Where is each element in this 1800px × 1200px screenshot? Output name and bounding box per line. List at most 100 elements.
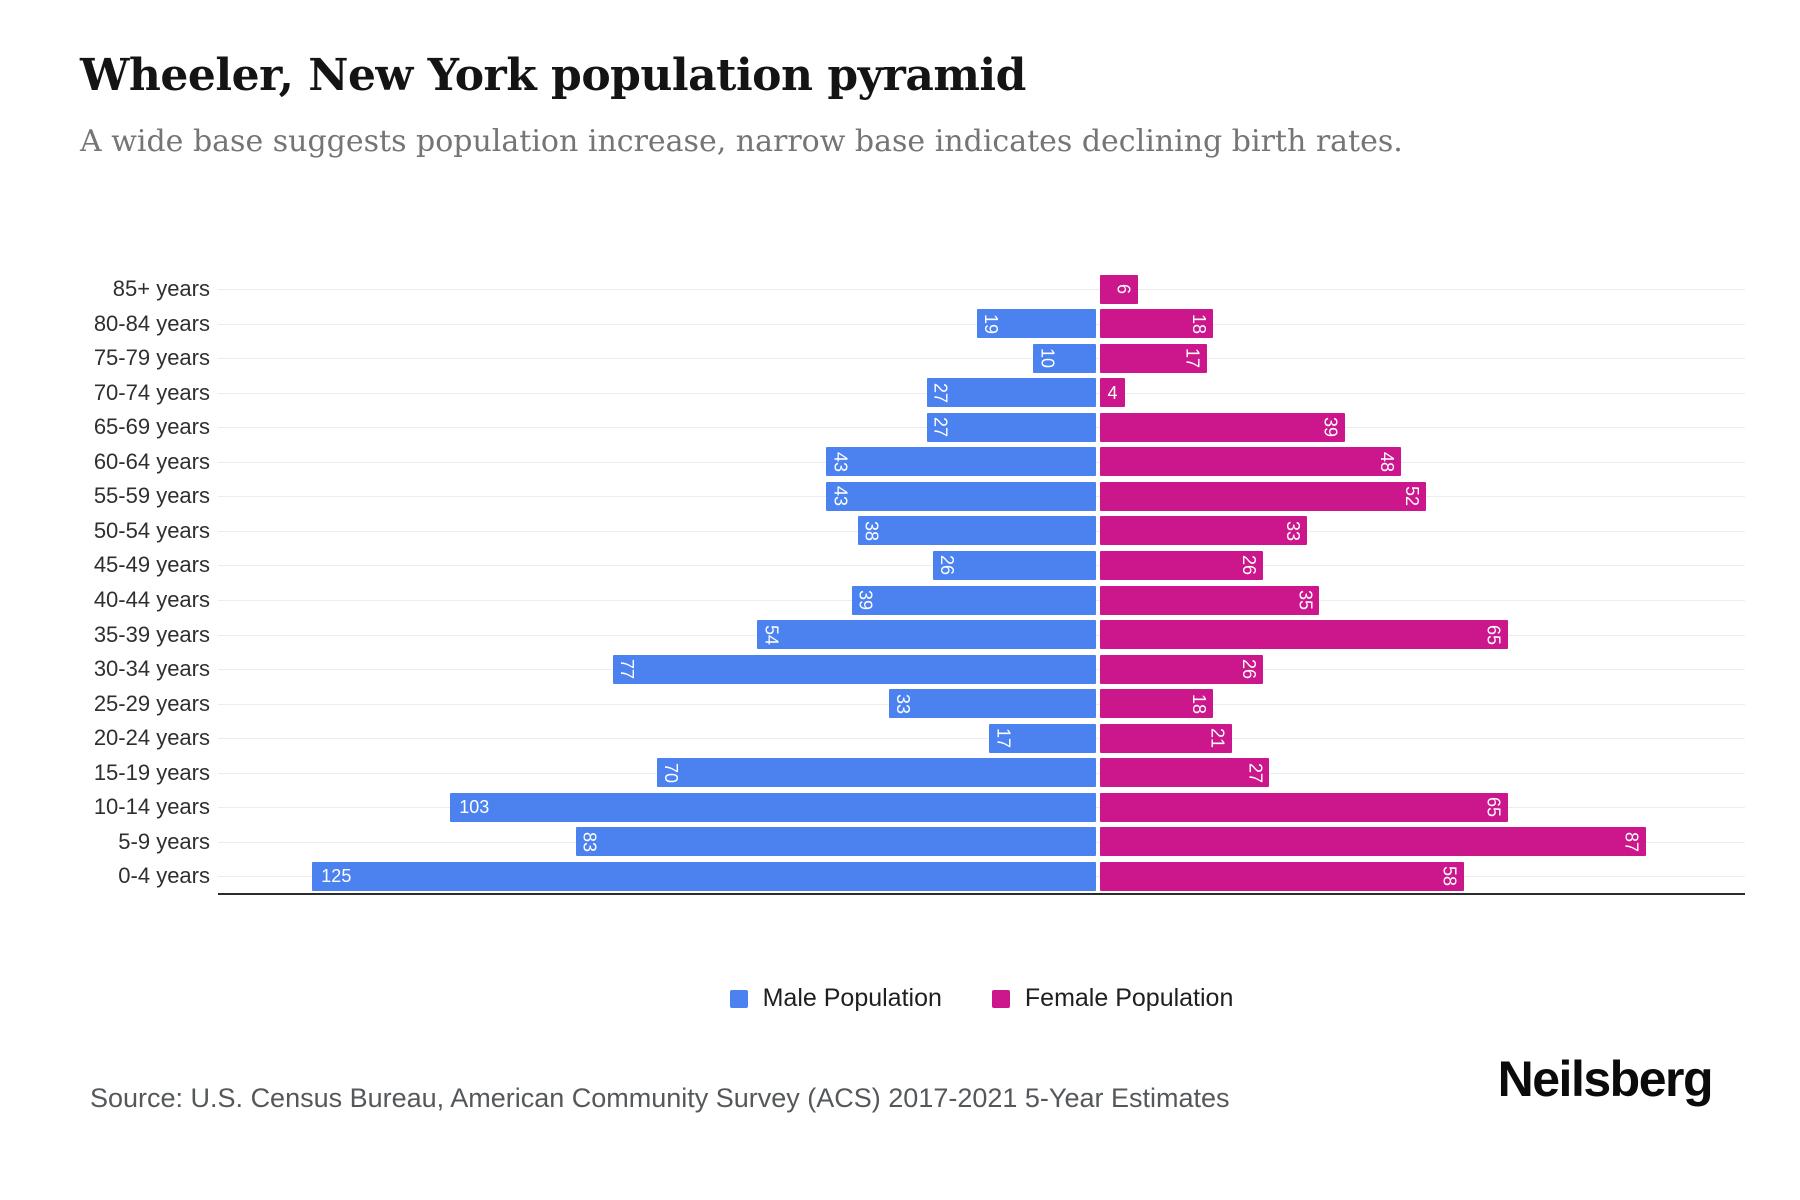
female-bar[interactable]: 18 (1100, 309, 1213, 339)
male-bar[interactable]: 43 (826, 447, 1096, 477)
y-axis-tick-label: 45-49 years (93, 552, 210, 578)
male-bar[interactable]: 83 (575, 827, 1096, 857)
male-bar[interactable]: 10 (1033, 343, 1096, 373)
male-bar[interactable]: 54 (757, 620, 1096, 649)
female-bar[interactable]: 33 (1100, 516, 1307, 546)
bar-value-label: 19 (980, 313, 1001, 334)
y-axis-tick-label: 35-39 years (93, 621, 210, 647)
female-bar[interactable]: 27 (1100, 758, 1270, 788)
y-axis-tick-label: 75-79 years (93, 345, 210, 371)
female-bar[interactable]: 48 (1100, 447, 1401, 477)
bar-value-label: 27 (1245, 762, 1266, 783)
female-bar[interactable]: 6 (1100, 274, 1138, 304)
legend: Male Population Female Population (218, 984, 1745, 1013)
male-bar[interactable]: 38 (857, 516, 1096, 546)
bar-value-label: 39 (1320, 417, 1341, 438)
bar-value-label: 87 (1621, 831, 1642, 852)
female-bar[interactable]: 52 (1100, 481, 1426, 511)
bar-value-label: 10 (1037, 348, 1058, 369)
legend-label: Male Population (762, 984, 942, 1012)
bar-value-label: 26 (1239, 658, 1259, 680)
y-axis-tick-label: 55-59 years (93, 483, 210, 509)
male-bar[interactable]: 77 (613, 654, 1096, 684)
male-bar[interactable]: 19 (976, 309, 1096, 339)
legend-label: Female Population (1024, 984, 1234, 1012)
x-axis-line (218, 893, 1745, 895)
female-bar[interactable]: 4 (1100, 378, 1126, 408)
source-note: Source: U.S. Census Bureau, American Com… (90, 1083, 1230, 1113)
male-bar[interactable]: 27 (926, 412, 1096, 442)
bar-value-label: 17 (993, 728, 1014, 749)
bar-value-label: 103 (459, 797, 490, 818)
y-axis-tick-label: 25-29 years (93, 690, 210, 716)
bar-value-label: 33 (1282, 520, 1303, 541)
female-bar[interactable]: 26 (1100, 550, 1263, 580)
male-bar[interactable]: 103 (450, 792, 1096, 822)
y-axis-tick-label: 50-54 years (93, 517, 210, 543)
female-bar[interactable]: 87 (1100, 827, 1646, 857)
male-bar[interactable]: 26 (933, 550, 1096, 580)
female-bar[interactable]: 17 (1100, 343, 1207, 373)
y-axis-tick-label: 30-34 years (93, 656, 210, 681)
grid-line (218, 738, 1745, 740)
bar-value-label: 43 (830, 451, 851, 472)
bar-value-label: 48 (1377, 451, 1397, 472)
y-axis-tick-label: 0-4 years (118, 863, 210, 889)
male-bar[interactable]: 17 (989, 723, 1096, 753)
y-axis-tick-label: 60-64 years (93, 448, 210, 474)
female-bar[interactable]: 35 (1100, 585, 1320, 615)
bar-value-label: 33 (893, 693, 914, 714)
male-bar[interactable]: 39 (851, 585, 1096, 615)
bar-value-label: 38 (861, 520, 882, 541)
bar-value-label: 18 (1188, 693, 1209, 714)
bar-value-label: 17 (1182, 348, 1203, 369)
y-axis-tick-label: 80-84 years (93, 310, 210, 336)
bar-value-label: 27 (930, 417, 951, 438)
chart-subtitle: A wide base suggests population increase… (80, 124, 1403, 159)
bar-value-label: 52 (1402, 486, 1422, 507)
male-bar[interactable]: 70 (657, 758, 1096, 788)
bar-value-label: 26 (937, 555, 957, 576)
y-axis-tick-label: 85+ years (112, 276, 210, 301)
female-bar[interactable]: 18 (1100, 689, 1213, 719)
grid-line (218, 358, 1745, 360)
bar-value-label: 35 (1295, 589, 1316, 611)
male-bar[interactable]: 27 (926, 378, 1096, 408)
female-bar[interactable]: 65 (1100, 792, 1508, 822)
bar-value-label: 4 (1107, 382, 1118, 403)
y-axis-tick-label: 70-74 years (93, 379, 210, 405)
bar-value-label: 26 (1239, 555, 1259, 576)
legend-item-female[interactable]: Female Population (991, 984, 1234, 1013)
chart-title: Wheeler, New York population pyramid (80, 50, 1026, 101)
bar-value-label: 21 (1207, 728, 1228, 749)
male-bar[interactable]: 43 (826, 481, 1096, 511)
y-axis-tick-label: 15-19 years (93, 759, 210, 785)
female-bar[interactable]: 65 (1100, 620, 1508, 649)
male-bar[interactable]: 125 (312, 861, 1097, 891)
y-axis-tick-label: 20-24 years (93, 725, 210, 751)
y-axis-tick-label: 5-9 years (118, 828, 210, 854)
y-axis-tick-label: 10-14 years (93, 794, 210, 820)
legend-swatch-female-icon (991, 989, 1010, 1008)
bar-value-label: 27 (930, 382, 951, 403)
grid-line (218, 289, 1745, 290)
bar-value-label: 65 (1483, 624, 1504, 645)
female-bar[interactable]: 39 (1100, 412, 1345, 442)
y-axis-tick-label: 65-69 years (93, 414, 210, 440)
bar-value-label: 18 (1188, 313, 1209, 334)
bar-value-label: 65 (1483, 797, 1504, 818)
bar-value-label: 77 (617, 658, 638, 680)
female-bar[interactable]: 21 (1100, 723, 1232, 753)
bar-value-label: 70 (661, 762, 682, 783)
brand-logo: Neilsberg (1497, 1051, 1714, 1107)
female-bar[interactable]: 26 (1100, 654, 1263, 684)
bar-value-label: 83 (579, 831, 600, 852)
legend-item-male[interactable]: Male Population (729, 984, 942, 1013)
bar-value-label: 54 (761, 624, 782, 645)
female-bar[interactable]: 58 (1100, 861, 1464, 891)
bar-value-label: 58 (1439, 866, 1460, 887)
male-bar[interactable]: 33 (889, 689, 1096, 719)
bar-value-label: 125 (321, 866, 352, 887)
